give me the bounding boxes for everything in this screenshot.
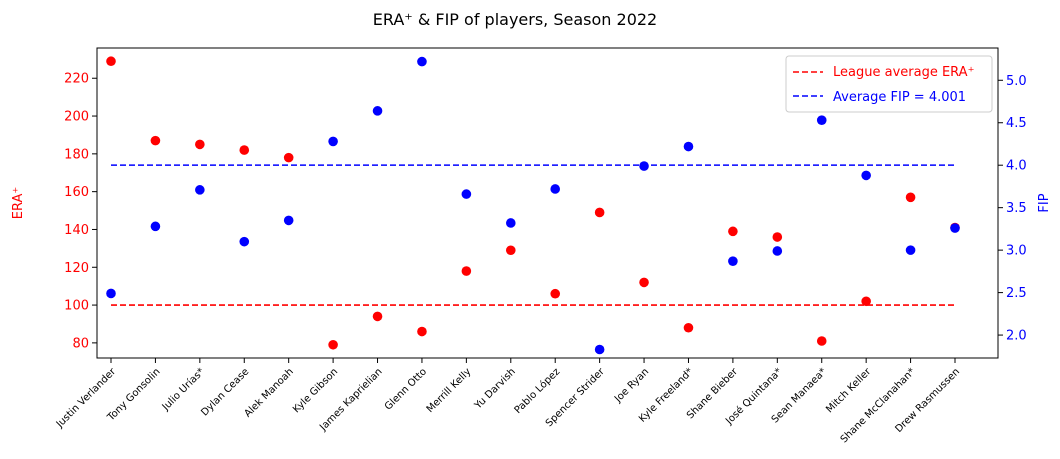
x-tick-label: Julio Urías*: [159, 366, 207, 414]
right-tick-label: 5.0: [1006, 74, 1027, 89]
fip-point: [505, 218, 516, 228]
data-points: [106, 56, 960, 355]
era-point: [639, 277, 649, 288]
left-tick-label: 160: [64, 185, 89, 200]
x-tick-label: Merrill Kelly: [425, 366, 474, 415]
x-tick-label: Shane McClanahan*: [839, 366, 918, 445]
era-point: [283, 152, 294, 163]
x-tick-label: Justin Verlander: [54, 366, 119, 431]
left-tick-label: 80: [72, 336, 89, 351]
fip-point: [372, 106, 383, 116]
era-point: [594, 207, 605, 218]
x-tick-label: Glenn Otto: [383, 366, 429, 412]
fip-point: [905, 245, 916, 255]
left-tick-label: 220: [64, 72, 89, 87]
right-tick-label: 2.0: [1006, 329, 1027, 344]
legend-label-era: League average ERA⁺: [833, 65, 974, 80]
era-point: [195, 139, 205, 150]
chart-title: ERA⁺ & FIP of players, Season 2022: [373, 10, 657, 29]
left-tick-label: 200: [64, 110, 89, 125]
fip-point: [283, 215, 294, 226]
era-point: [461, 266, 472, 276]
right-axis-label: FIP: [1037, 193, 1052, 212]
reference-lines: [111, 164, 955, 306]
era-point: [550, 288, 561, 299]
x-tick-label: Pablo López: [512, 366, 562, 416]
fip-point: [728, 256, 738, 266]
fip-point: [861, 170, 871, 181]
era-point: [505, 245, 516, 256]
x-tick-label: Kyle Gibson: [291, 366, 340, 415]
fip-point: [461, 189, 472, 199]
fip-point: [550, 184, 561, 194]
left-tick-label: 100: [64, 299, 89, 314]
era-point: [772, 232, 783, 242]
fip-point: [594, 344, 605, 355]
fip-point: [950, 223, 960, 233]
right-tick-label: 2.5: [1006, 286, 1027, 301]
era-point: [861, 296, 871, 307]
right-tick-label: 3.0: [1006, 244, 1027, 259]
era-point: [328, 339, 338, 350]
x-tick-label: Mitch Keller: [824, 366, 874, 416]
right-tick-label: 4.0: [1006, 159, 1027, 174]
era-point: [106, 56, 116, 67]
left-tick-label: 140: [64, 223, 89, 238]
fip-point: [772, 246, 783, 256]
fip-point: [150, 221, 161, 232]
fip-point: [639, 161, 649, 171]
legend: League average ERA⁺ Average FIP = 4.001: [785, 55, 993, 113]
era-point: [150, 135, 161, 146]
right-y-axis: 2.0 2.5 3.0 3.5 4.0 4.5 5.0: [998, 74, 1027, 344]
fip-point: [328, 136, 338, 147]
fip-point: [195, 185, 205, 195]
x-tick-label: Joe Ryan: [612, 366, 651, 405]
right-tick-label: 3.5: [1006, 201, 1027, 216]
legend-label-fip: Average FIP = 4.001: [833, 90, 966, 105]
left-tick-label: 180: [64, 147, 89, 162]
left-tick-label: 120: [64, 261, 89, 276]
era-point: [816, 336, 827, 346]
x-tick-label: Yu Darvish: [472, 366, 518, 412]
era-point: [728, 226, 738, 237]
fip-point: [239, 236, 250, 247]
fip-point: [816, 115, 827, 125]
fip-point: [683, 141, 694, 152]
era-point: [372, 311, 383, 322]
legend-box: [785, 55, 993, 113]
fip-point: [417, 56, 427, 67]
era-point: [683, 322, 694, 333]
right-tick-label: 4.5: [1006, 116, 1027, 131]
left-y-axis: 80 100 120 140 160 180 200 220: [64, 72, 97, 351]
era-point: [905, 192, 916, 203]
era-point: [417, 326, 427, 337]
left-axis-label: ERA⁺: [11, 187, 26, 219]
fip-point: [106, 288, 116, 299]
plot-frame: [96, 47, 999, 359]
era-point: [239, 145, 250, 155]
